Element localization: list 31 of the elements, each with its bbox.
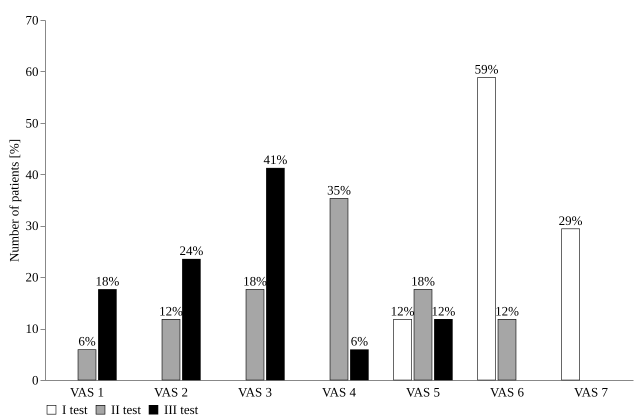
y-tick-label: 50 — [26, 115, 38, 130]
data-label: 29% — [558, 212, 583, 228]
y-axis-title: Number of patients [%] — [6, 138, 22, 262]
x-tick-label: VAS 6 — [490, 384, 525, 400]
y-tick-label: 20 — [26, 270, 38, 285]
data-label: 12% — [495, 303, 520, 318]
data-label: 6% — [78, 334, 96, 349]
data-label: 24% — [179, 243, 204, 258]
data-label: 18% — [411, 273, 436, 288]
y-tick-label: 40 — [26, 166, 38, 182]
y-tick-label: 10 — [26, 321, 38, 336]
data-label: 12% — [431, 303, 456, 318]
legend-label: II test — [111, 402, 142, 417]
y-tick-label: 30 — [26, 218, 38, 234]
bar — [561, 228, 580, 380]
legend-label: I test — [62, 402, 88, 417]
x-tick-label: VAS 7 — [574, 384, 609, 400]
y-tick-label: 0 — [32, 372, 38, 388]
legend-label: III test — [164, 402, 199, 417]
data-label: 6% — [350, 334, 368, 349]
data-label: 35% — [327, 182, 352, 198]
x-tick-label: VAS 2 — [154, 384, 188, 400]
x-tick-label: VAS 5 — [406, 384, 440, 400]
data-label: 18% — [95, 273, 120, 288]
data-label: 59% — [474, 62, 499, 77]
y-tick-label: 70 — [26, 12, 38, 28]
y-tick-label: 60 — [26, 64, 38, 79]
data-label: 41% — [263, 152, 288, 168]
x-tick-label: VAS 3 — [238, 384, 272, 400]
x-tick-label: VAS 4 — [322, 384, 357, 400]
x-tick-label: VAS 1 — [70, 384, 104, 400]
